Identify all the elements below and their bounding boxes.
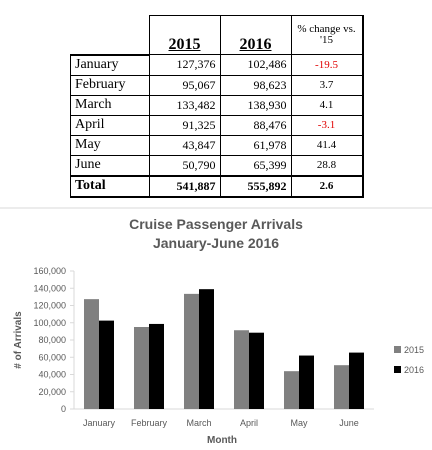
bar [334, 365, 349, 409]
bar [84, 299, 99, 409]
legend-swatch [394, 366, 401, 373]
table-row: June 50,790 65,399 28.8 [70, 154, 363, 176]
y-tick-label: 120,000 [33, 301, 66, 311]
table-row: January 127,376 102,486 -19.5 [70, 54, 363, 76]
table-cell: 61,978 [219, 134, 292, 156]
column-header: % change vs. '15 [290, 15, 363, 55]
blank-cell [70, 15, 150, 56]
x-axis-label: Month [207, 435, 237, 446]
table-cell: 555,892 [219, 174, 292, 197]
y-tick-label: 160,000 [33, 266, 66, 276]
bar [284, 371, 299, 409]
table-cell: 4.1 [290, 94, 363, 116]
table-cell: 95,067 [148, 74, 221, 96]
column-header: 2016 [219, 15, 292, 55]
x-tick-label: February [131, 418, 168, 428]
x-tick-label: March [186, 418, 211, 428]
table-cell: 98,623 [219, 74, 292, 96]
y-tick-label: 20,000 [38, 387, 66, 397]
legend-swatch [394, 346, 401, 353]
legend-label: 2016 [404, 365, 424, 375]
y-tick-label: 140,000 [33, 283, 66, 293]
table-cell: 43,847 [148, 134, 221, 156]
data-table: 2015 2016% change vs. '15 January 127,376 10… [70, 15, 364, 198]
x-tick-label: April [240, 418, 258, 428]
y-tick-label: 60,000 [38, 352, 66, 362]
y-axis-label: # of Arrivals [13, 311, 24, 369]
bar [249, 332, 264, 409]
legend-label: 2015 [404, 345, 424, 355]
bar [184, 293, 199, 409]
table-row: March 133,482 138,930 4.1 [70, 94, 363, 116]
y-tick-label: 100,000 [33, 318, 66, 328]
table-row: May 43,847 61,978 41.4 [70, 134, 363, 156]
table-cell: May [70, 134, 150, 156]
x-tick-label: May [290, 418, 308, 428]
x-tick-label: January [83, 418, 116, 428]
header-row: 2015 2016% change vs. '15 [70, 15, 363, 56]
bar [299, 355, 314, 409]
chart-subtitle: January-June 2016 [153, 235, 279, 251]
y-tick-label: 0 [61, 404, 66, 414]
column-header: 2015 [148, 15, 221, 55]
bar [234, 330, 249, 409]
table-cell: 2.6 [290, 174, 363, 197]
bar [99, 320, 114, 409]
table-row: Total 541,887 555,892 2.6 [70, 174, 363, 197]
table-cell: -19.5 [290, 54, 363, 76]
chart-title: Cruise Passenger Arrivals [129, 216, 303, 232]
bar [149, 323, 164, 409]
table-cell: 138,930 [219, 94, 292, 116]
x-tick-label: June [339, 418, 359, 428]
table-cell: June [70, 154, 150, 176]
y-tick-label: 80,000 [38, 335, 66, 345]
bar [134, 327, 149, 409]
bar [199, 289, 214, 409]
table-cell: 102,486 [219, 54, 292, 76]
y-tick-label: 40,000 [38, 370, 66, 380]
bar [349, 352, 364, 409]
table-cell: 41.4 [290, 134, 363, 156]
